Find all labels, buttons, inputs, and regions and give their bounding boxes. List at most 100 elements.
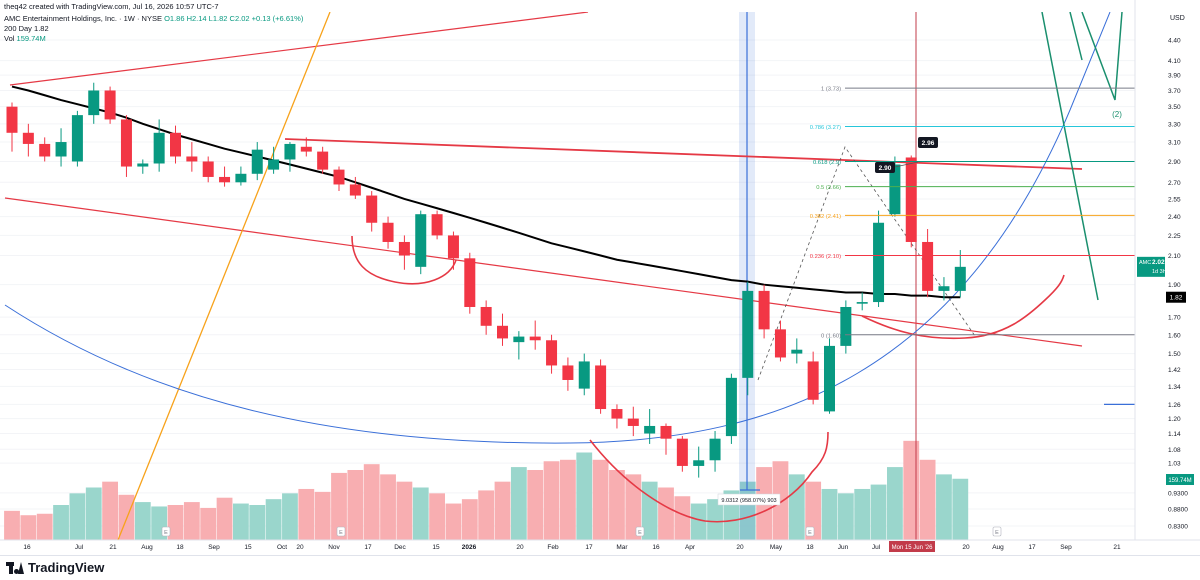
candle-body (415, 214, 427, 267)
volume-bar (690, 503, 707, 540)
candle-body (578, 361, 590, 389)
volume-bar (183, 502, 200, 540)
volume-legend[interactable]: Vol 159.74M (4, 34, 46, 44)
candle-body (219, 176, 231, 183)
tradingview-logo[interactable]: TradingView (6, 560, 104, 575)
candle-body (333, 169, 345, 185)
volume-bar (707, 499, 723, 540)
candle-body (791, 349, 803, 354)
teal-wave-line[interactable] (1041, 12, 1099, 301)
volume-bar (363, 464, 380, 540)
time-axis[interactable]: 16 Jul 21 Aug 18 Sep 15 Oct 20 Nov 17 Dec 15 2026 20 Fe… (23, 544, 1121, 551)
earnings-marker-icon (336, 526, 346, 537)
candle-body (186, 156, 198, 162)
descending-support-line[interactable] (4, 197, 1083, 347)
price-label-290-bg (875, 162, 895, 173)
candle-body (824, 345, 835, 412)
date-tag-bg (889, 541, 935, 552)
wave-label: (2) (1112, 110, 1122, 119)
candle-body (856, 302, 868, 304)
volume-bar (216, 497, 233, 540)
footer: TradingView (0, 555, 1200, 580)
price-tick-label: 1.20 (1168, 416, 1181, 423)
time-tick-label: 15 (432, 544, 440, 551)
candle-body (55, 142, 67, 157)
last-price-value: 2.02 (1152, 259, 1165, 266)
time-tick-label: 15 (244, 544, 252, 551)
volume-bar (952, 478, 969, 540)
time-tick-label: 18 (176, 544, 184, 551)
time-tick-label: 16 (23, 544, 31, 551)
cup-pattern-large[interactable] (589, 431, 829, 523)
candle-body (497, 325, 508, 339)
volume-bar (20, 515, 37, 540)
price-tick-label: 3.90 (1168, 73, 1181, 80)
volume-bar (887, 467, 903, 540)
teal-wave-line[interactable] (1069, 12, 1083, 61)
orange-trend-line[interactable] (117, 12, 331, 540)
fib-level-label: 0.382 (2.41) (810, 214, 841, 220)
earnings-marker-icon (805, 526, 815, 537)
price-axis[interactable]: 4.40 4.10 3.90 3.70 3.50 3.30 3.10 2.90 2.70 2.55… (1168, 38, 1188, 531)
candle-body (660, 425, 672, 439)
price-tick-label: 0.9300 (1168, 490, 1188, 497)
cup-pattern-right[interactable] (861, 274, 1065, 340)
time-tick-label: 17 (364, 544, 372, 551)
teal-wave-line[interactable] (1081, 12, 1123, 101)
ma-price-tag-bg (1166, 291, 1186, 303)
volume-bar (854, 488, 871, 540)
price-tick-label: 1.14 (1168, 431, 1181, 438)
price-tick-label: 1.26 (1168, 402, 1181, 409)
volume-bar (576, 452, 593, 540)
candle-body (595, 365, 607, 410)
volume-bar (282, 493, 298, 540)
volume-bar (265, 499, 282, 540)
volume-bar (592, 459, 609, 540)
time-tick-label: 2026 (462, 544, 477, 551)
price-tick-label: 1.50 (1168, 351, 1181, 358)
resistance-line[interactable] (284, 138, 1083, 170)
volume-bar (347, 470, 364, 540)
volume-bar (412, 487, 429, 540)
time-tick-label: Aug (992, 544, 1004, 551)
candle-body (529, 336, 541, 341)
candle-body (447, 235, 459, 259)
earnings-marker-label: E (638, 530, 642, 536)
candle-body (480, 306, 492, 326)
candle-body (120, 119, 132, 167)
price-tick-label: 1.90 (1168, 282, 1181, 289)
price-label-296-bg (918, 137, 938, 148)
candle-body (513, 336, 525, 343)
price-tick-label: 2.25 (1168, 233, 1181, 240)
volume-bar (298, 488, 315, 540)
volume-bar (134, 502, 151, 540)
volume-bar (331, 472, 347, 540)
price-chart[interactable]: 1 (3.73) 0.786 (3.27) 0.618 (2.9) 0.5 (2.66… (0, 0, 1200, 555)
fib-retracement[interactable]: 1 (3.73) 0.786 (3.27) 0.618 (2.9) 0.5 (2.66… (810, 87, 1135, 340)
projection-dashed-line[interactable] (757, 146, 976, 381)
candle-body (39, 143, 51, 157)
candle-body (562, 365, 574, 380)
candle-body (774, 329, 786, 358)
upper-trend-line[interactable] (9, 12, 589, 86)
earnings-marker-label: E (808, 530, 812, 536)
time-tick-label: Nov (328, 544, 340, 551)
fib-level-label: 0.5 (2.66) (816, 185, 841, 191)
candle-body (905, 157, 917, 242)
volume-bar (788, 474, 805, 540)
time-tick-label: 18 (806, 544, 814, 551)
price-tick-label: 1.70 (1168, 315, 1181, 322)
cup-pattern-small[interactable] (351, 235, 457, 285)
ma-legend[interactable]: 200 Day 1.82 (4, 24, 49, 34)
time-tick-label: Dec (394, 544, 406, 551)
earnings-marker-icon (635, 526, 645, 537)
volume-bar (249, 505, 266, 540)
candle-body (693, 460, 705, 466)
drawings[interactable] (4, 12, 1135, 540)
candle-body (464, 258, 476, 307)
earnings-marker-icon (992, 526, 1002, 537)
candle-body (71, 115, 83, 162)
price-tick-label: 1.03 (1168, 461, 1181, 468)
ma-value: 1.82 (34, 24, 49, 33)
volume-bar (53, 505, 69, 540)
